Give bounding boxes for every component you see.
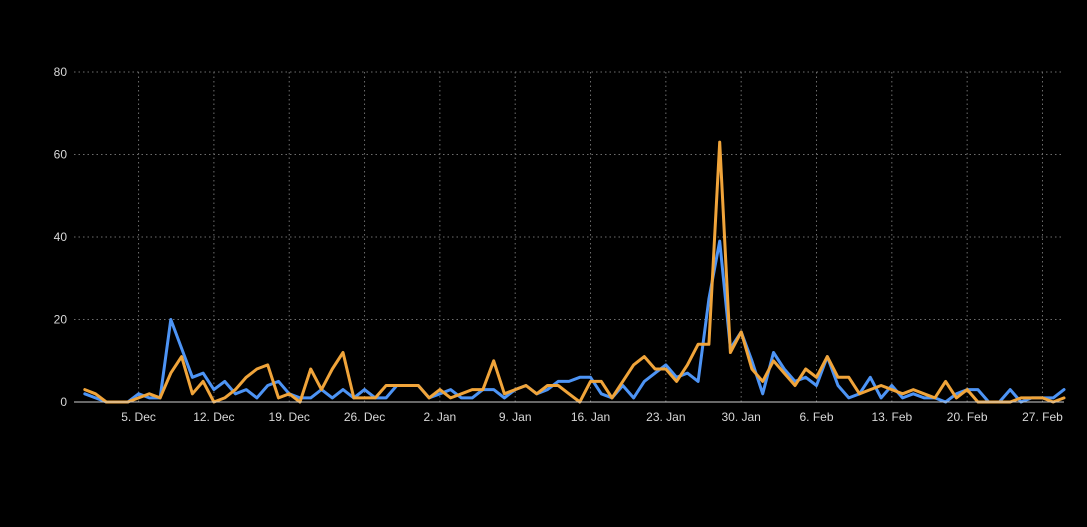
x-tick-label: 12. Dec	[193, 410, 234, 424]
x-tick-label: 9. Jan	[499, 410, 532, 424]
x-tick-label: 27. Feb	[1022, 410, 1063, 424]
y-tick-label: 20	[54, 313, 68, 327]
y-tick-label: 60	[54, 148, 68, 162]
x-axis-tick-labels: 5. Dec 12. Dec 19. Dec 26. Dec 2. Jan 9. Jan 1…	[121, 410, 1063, 424]
x-tick-label: 16. Jan	[571, 410, 610, 424]
y-tick-label: 80	[54, 65, 68, 79]
series-line-1	[83, 239, 1066, 404]
x-tick-label: 20. Feb	[947, 410, 988, 424]
series-line-2	[83, 140, 1066, 404]
y-tick-label: 0	[60, 395, 67, 409]
x-tick-label: 5. Dec	[121, 410, 156, 424]
series-lines	[83, 140, 1066, 404]
gridlines	[74, 71, 1064, 402]
x-tick-label: 19. Dec	[269, 410, 310, 424]
y-axis-tick-labels: 0 20 40 60 80	[54, 65, 68, 409]
x-tick-label: 13. Feb	[871, 410, 912, 424]
x-tick-label: 23. Jan	[646, 410, 685, 424]
x-tick-label: 6. Feb	[799, 410, 833, 424]
x-tick-label: 26. Dec	[344, 410, 385, 424]
x-tick-label: 2. Jan	[424, 410, 457, 424]
x-tick-label: 30. Jan	[721, 410, 760, 424]
y-tick-label: 40	[54, 230, 68, 244]
